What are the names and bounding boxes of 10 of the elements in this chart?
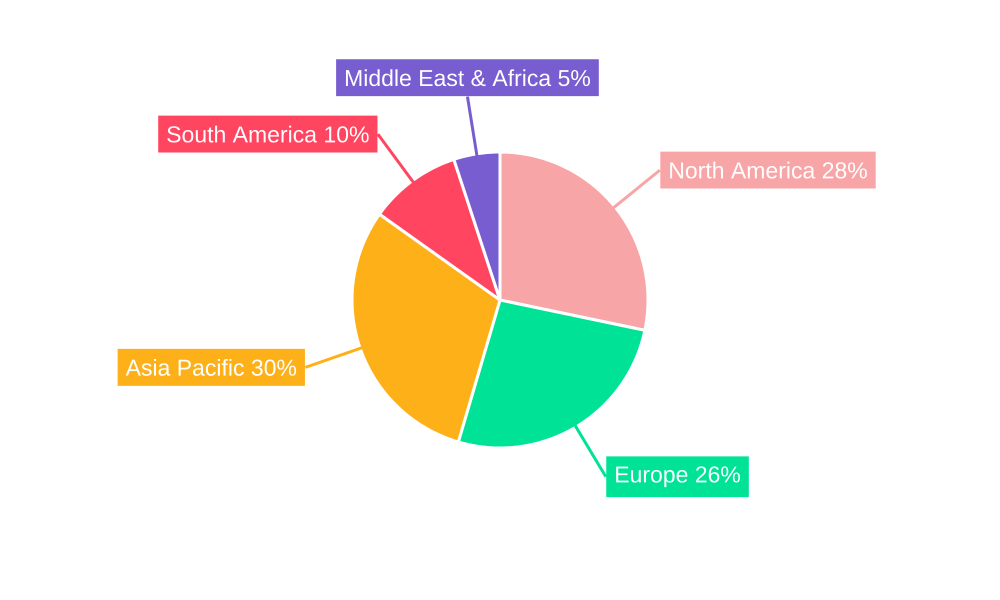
slice-label: Europe bbox=[616, 466, 688, 488]
slice-label: Asia Pacific bbox=[126, 358, 244, 376]
data-label: 10% bbox=[325, 126, 369, 143]
data-label: 28% bbox=[822, 162, 867, 179]
data-label: 5% bbox=[558, 70, 590, 86]
slice-label: South America bbox=[167, 126, 318, 143]
slice-label: North America bbox=[670, 162, 816, 179]
slice-label: Middle East & Africa bbox=[346, 69, 552, 86]
data-label: 26% bbox=[696, 466, 740, 483]
data-label: 30% bbox=[252, 360, 296, 376]
